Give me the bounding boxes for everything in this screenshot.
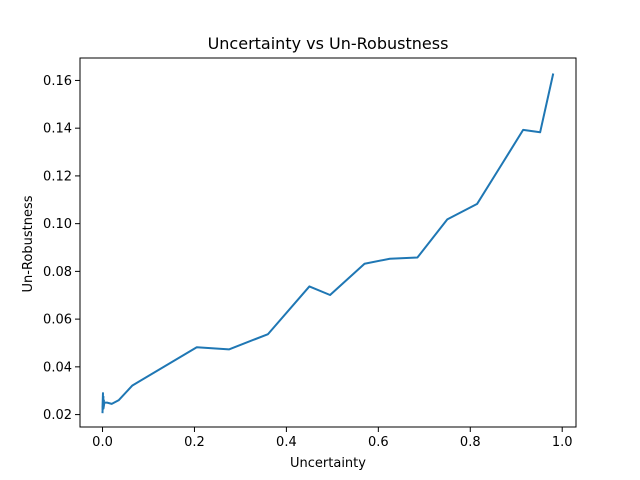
x-tick-label: 0.2 — [184, 435, 205, 450]
plot-area: 0.0 0.2 0.4 0.6 0.8 1.0 0.02 0.04 0.06 0.08 0.10 0.… — [43, 57, 577, 450]
y-tick-label: 0.14 — [43, 122, 72, 137]
x-tick-label: 0.4 — [276, 435, 297, 450]
x-axis-label: Uncertainty — [290, 456, 366, 471]
y-tick-label: 0.08 — [43, 265, 72, 280]
x-tick-label: 0.6 — [368, 435, 389, 450]
y-tick-label: 0.16 — [43, 74, 72, 89]
y-tick-label: 0.04 — [43, 360, 72, 375]
series-line-0 — [101, 73, 555, 414]
x-tick-label: 0.8 — [460, 435, 481, 450]
y-tick-label: 0.02 — [43, 408, 72, 423]
chart-title: Uncertainty vs Un-Robustness — [208, 34, 449, 53]
axes-frame — [79, 57, 577, 428]
x-tick-label: 1.0 — [552, 435, 573, 450]
y-tick-label: 0.06 — [43, 313, 72, 328]
y-axis-label: Un-Robustness — [21, 195, 36, 292]
y-tick-label: 0.10 — [43, 217, 72, 232]
x-tick-label: 0.0 — [92, 435, 113, 450]
y-tick-label: 0.12 — [43, 169, 72, 184]
